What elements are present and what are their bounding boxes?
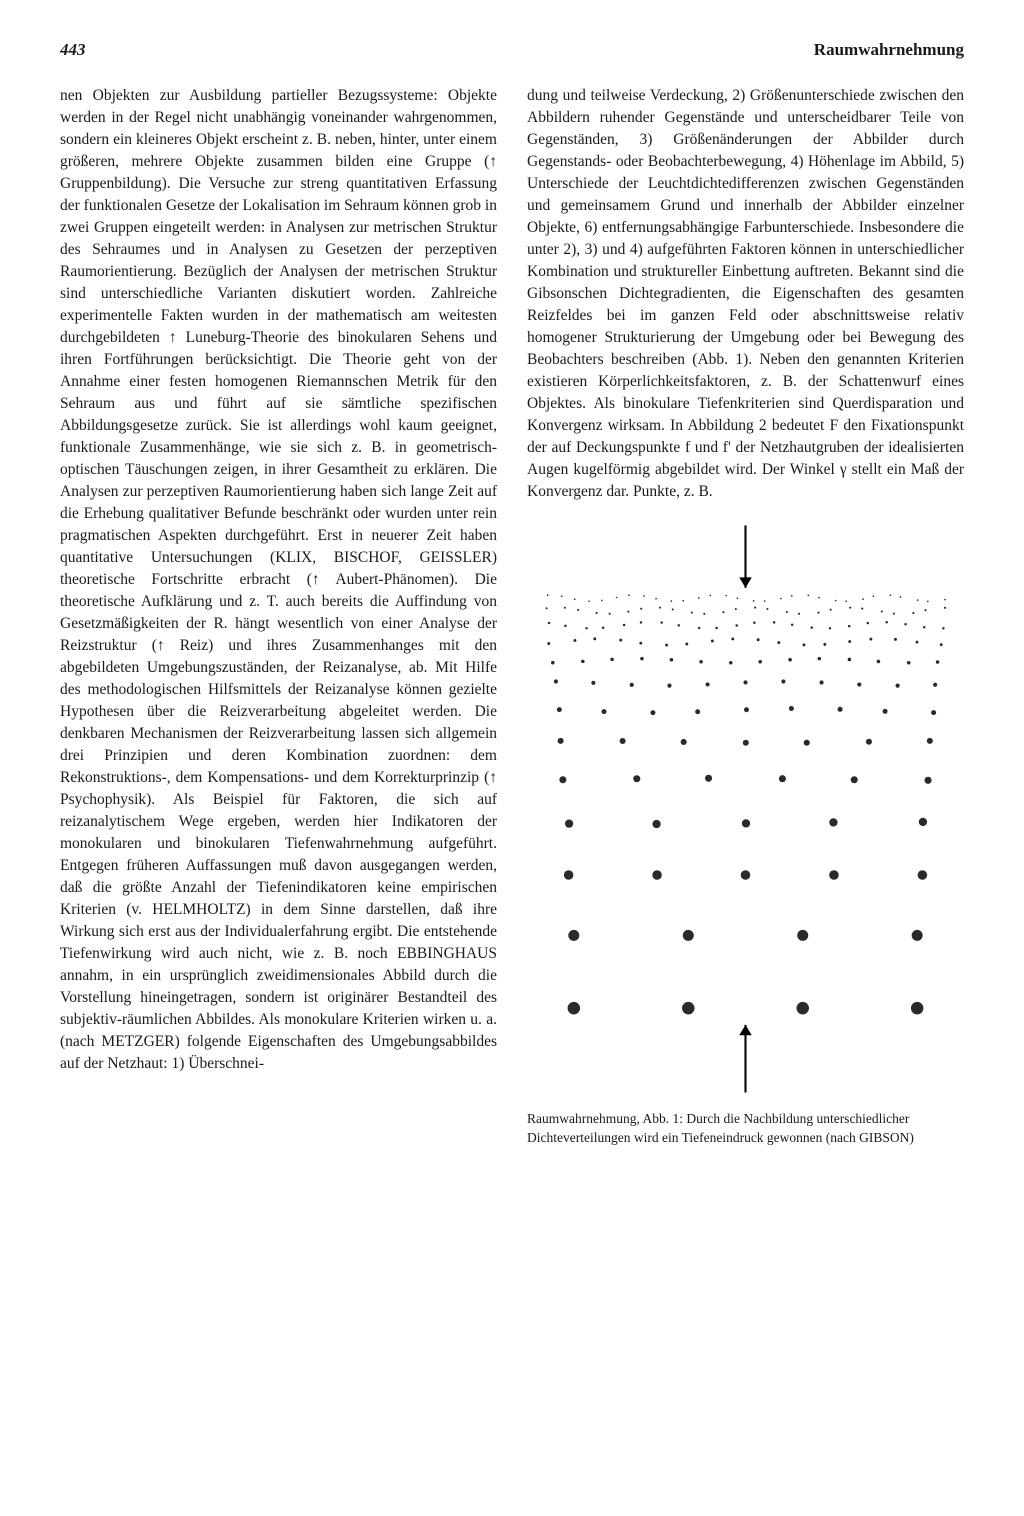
header-title: Raumwahrnehmung	[814, 40, 964, 60]
page-header: 443 Raumwahrnehmung	[60, 40, 964, 60]
text-columns: nen Objekten zur Ausbildung partieller B…	[60, 85, 964, 1147]
page-number: 443	[60, 40, 86, 60]
left-column: nen Objekten zur Ausbildung partieller B…	[60, 85, 497, 1147]
figure-caption: Raumwahrnehmung, Abb. 1: Durch die Nachb…	[527, 1110, 964, 1148]
right-column: dung und teilweise Verdeckung, 2) Größen…	[527, 85, 964, 1147]
right-text: dung und teilweise Verdeckung, 2) Größen…	[527, 85, 964, 503]
figure-1	[527, 515, 964, 1098]
density-gradient-svg	[527, 515, 964, 1098]
left-text: nen Objekten zur Ausbildung partieller B…	[60, 85, 497, 1075]
